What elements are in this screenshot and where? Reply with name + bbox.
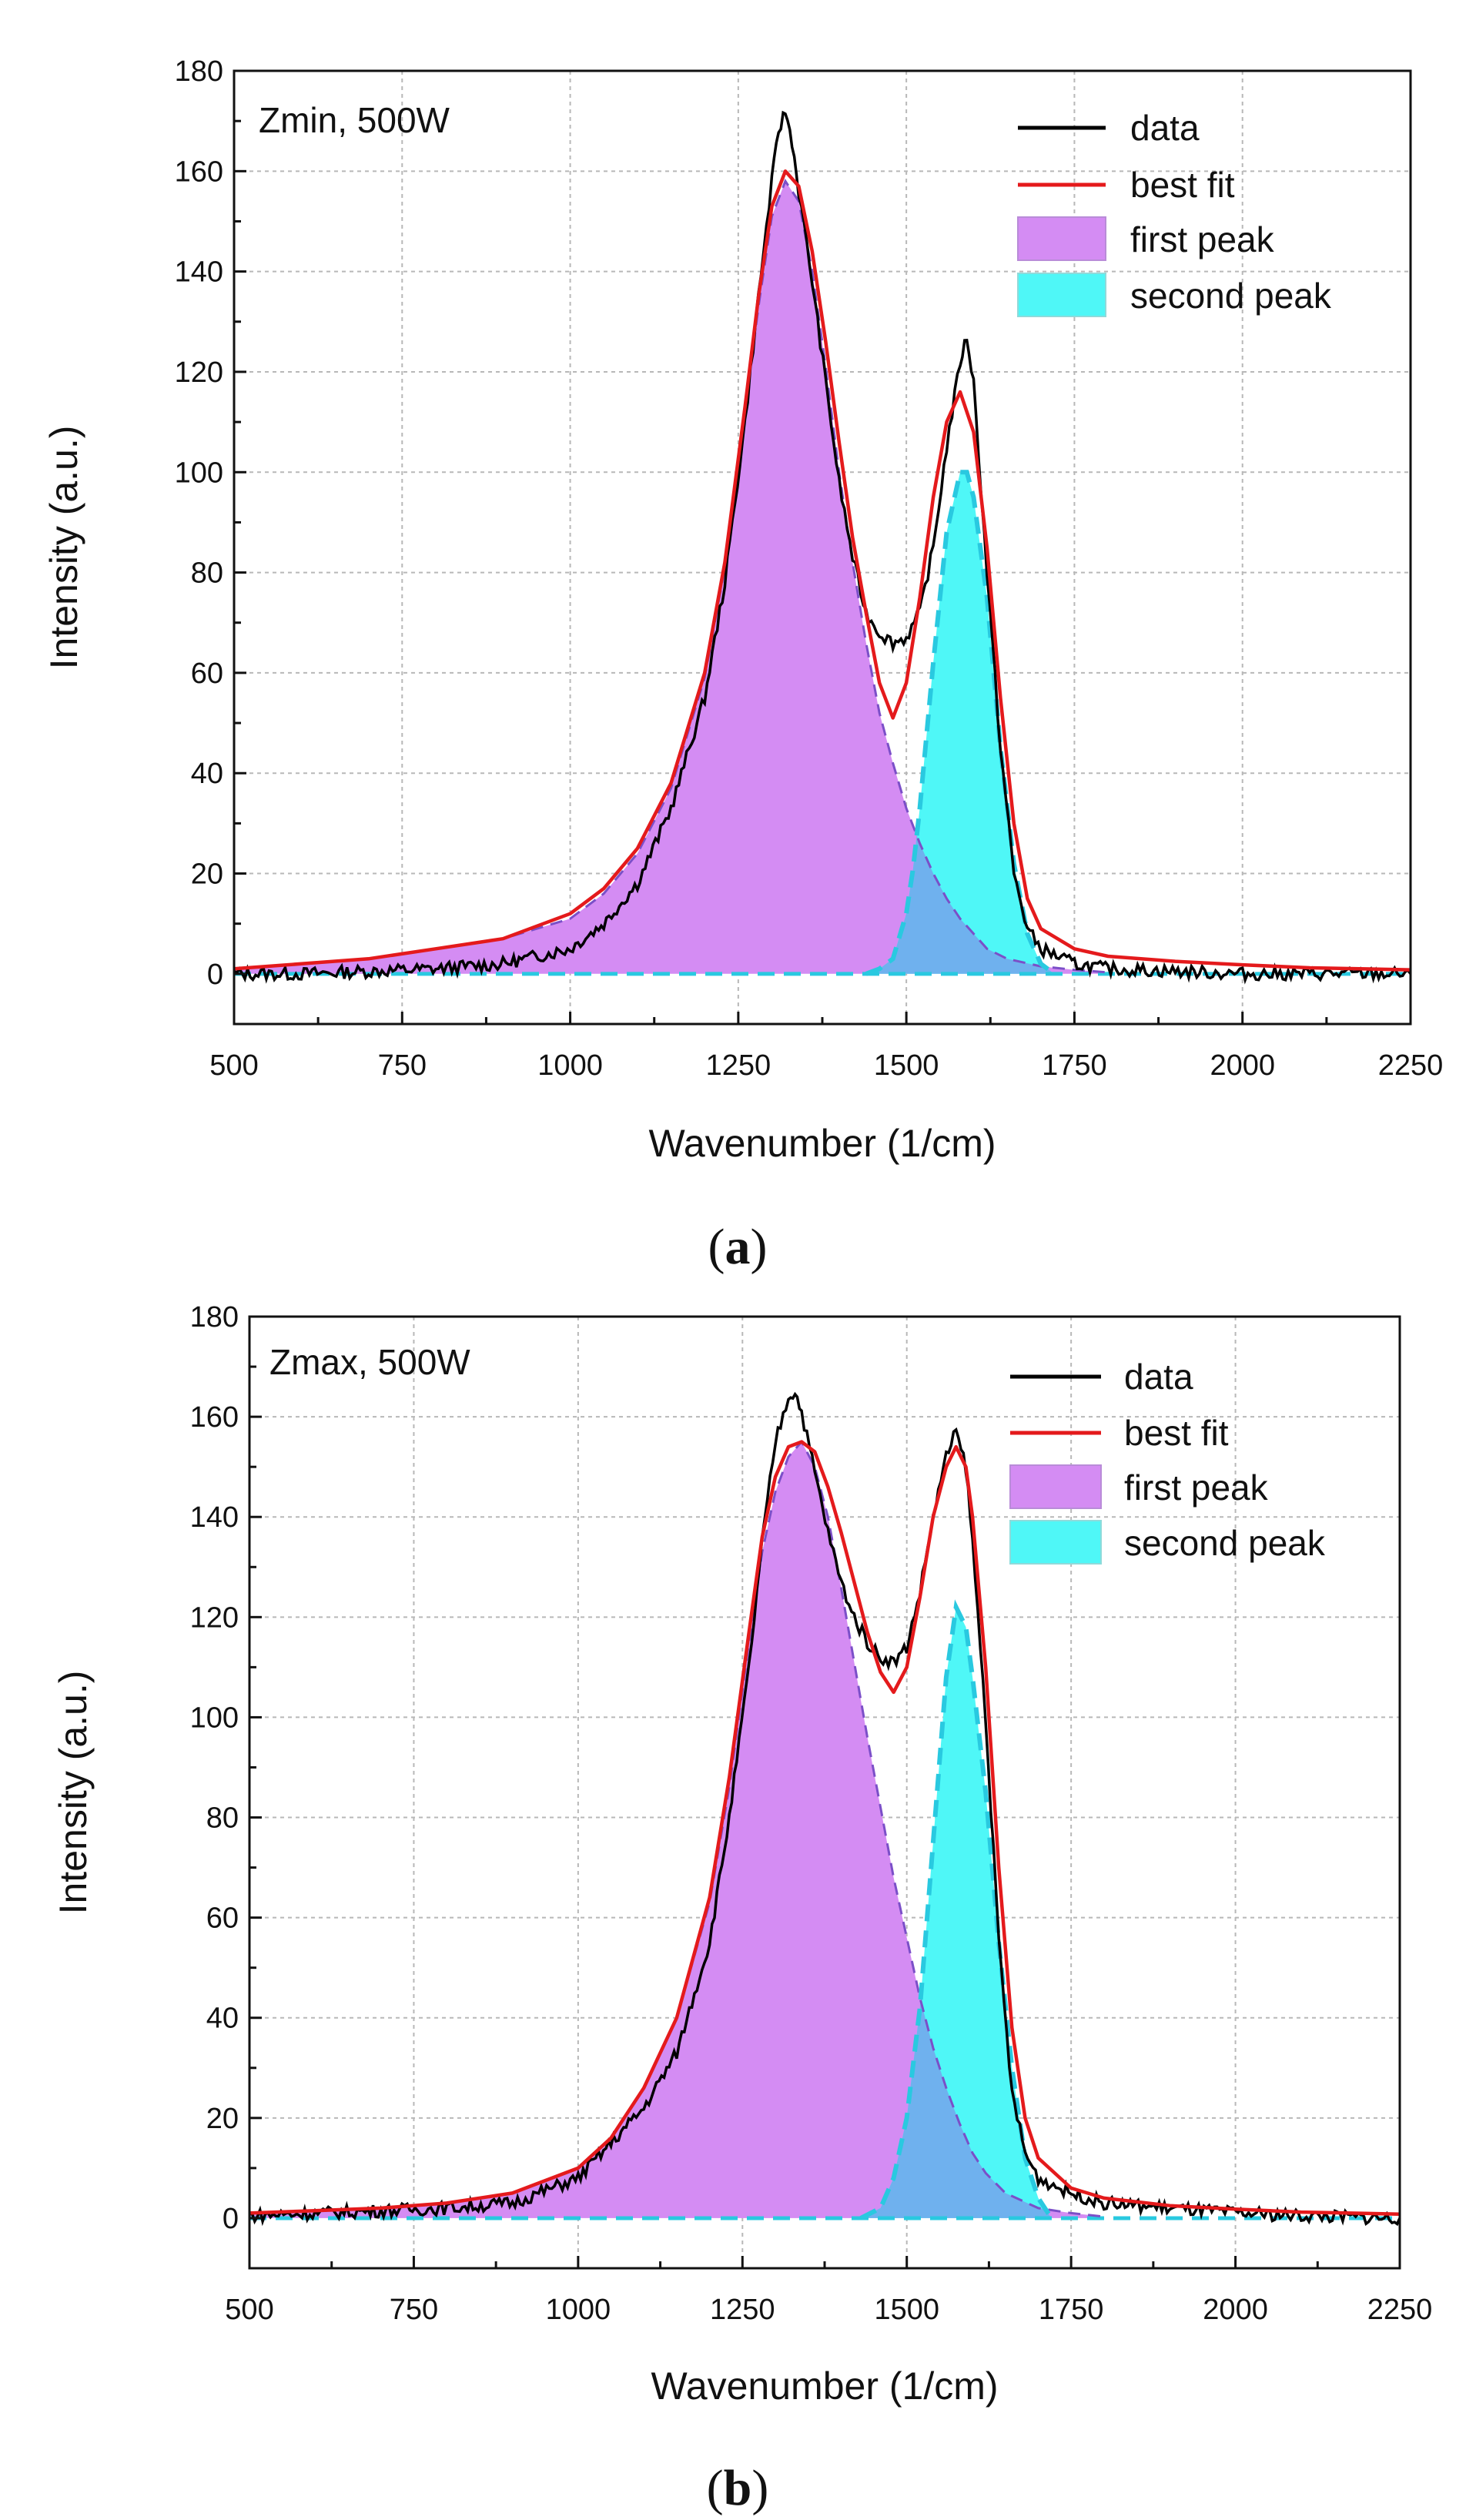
y-tick-label-a: 0 [207, 959, 223, 991]
x-tick-label-a: 1250 [706, 1049, 771, 1082]
panel-label-a-letter: a [725, 1219, 751, 1275]
panel-label-a: (a) [708, 1219, 768, 1275]
y-tick-label-b: 80 [206, 1802, 239, 1835]
y-axis-title-b: Intensity (a.u.) [52, 1671, 95, 1915]
y-tick-label-a: 80 [191, 557, 223, 590]
y-tick-label-b: 140 [190, 1501, 239, 1534]
y-tick-label-b: 20 [206, 2103, 239, 2135]
second-peak-line-b [859, 1599, 1054, 2220]
first-peak-area-a [234, 181, 1109, 974]
x-tick-label-a: 500 [209, 1049, 258, 1082]
y-tick-label-b: 100 [190, 1702, 239, 1734]
annotation-a: Zmin, 500W [259, 100, 450, 140]
best-fit-line-a [233, 169, 1411, 972]
y-tick-label-a: 180 [175, 55, 223, 88]
y-tick-label-b: 120 [190, 1601, 239, 1634]
y-tick-label-b: 60 [206, 1903, 239, 1935]
panel-label-b-open: ( [707, 2460, 724, 2516]
y-tick-label-a: 120 [175, 356, 223, 389]
y-tick-label-a: 60 [191, 658, 223, 690]
panel-label-a-close: ) [751, 1219, 768, 1275]
panel-label-a-open: ( [708, 1219, 725, 1275]
x-tick-label-b: 500 [225, 2294, 273, 2326]
legend-label-data-b: data [1124, 1357, 1193, 1397]
chart-panel-b: 500 750 1000 1250 1500 1750 2000 2250 0 20 40 60 80 1… [52, 1301, 1432, 2516]
x-tick-label-b: 1000 [546, 2294, 611, 2326]
x-axis-title-a: Wavenumber (1/cm) [648, 1122, 996, 1165]
legend-label-second-peak-a: second peak [1130, 276, 1332, 316]
x-tick-label-a: 1000 [537, 1049, 603, 1082]
series-lines-b [249, 1391, 1401, 2227]
legend-label-first-peak-a: first peak [1130, 219, 1275, 259]
panel-label-b-letter: b [724, 2460, 752, 2516]
legend-swatch-second-peak-a [1017, 273, 1106, 317]
series-lines-a [233, 110, 1412, 985]
second-peak-area-a [865, 472, 1055, 974]
x-tick-label-b: 1750 [1039, 2294, 1104, 2326]
y-tick-label-b: 40 [206, 2003, 239, 2035]
axis-ticks-a: 500 750 1000 1250 1500 1750 2000 2250 0 20 40 60 80 1… [175, 55, 1444, 1082]
second-peak-area-b [861, 1607, 1052, 2218]
x-tick-label-b: 2250 [1367, 2294, 1433, 2326]
axis-ticks-b: 500 750 1000 1250 1500 1750 2000 2250 0 20 40 60 80 1… [190, 1301, 1433, 2326]
legend-label-fit-b: best fit [1124, 1413, 1229, 1453]
y-tick-label-a: 40 [191, 758, 223, 790]
legend-label-data-a: data [1130, 108, 1200, 148]
x-tick-label-b: 750 [390, 2294, 438, 2326]
x-tick-label-a: 1750 [1042, 1049, 1107, 1082]
x-tick-label-a: 2250 [1378, 1049, 1444, 1082]
panel-label-b-close: ) [751, 2460, 768, 2516]
peak-fills-b [249, 1441, 1104, 2218]
y-tick-label-a: 20 [191, 858, 223, 891]
legend-swatch-first-peak-b [1009, 1464, 1102, 1509]
y-tick-label-a: 100 [175, 457, 223, 489]
y-tick-label-b: 0 [223, 2203, 239, 2235]
x-tick-label-b: 1500 [874, 2294, 939, 2326]
first-peak-area-b [249, 1441, 1104, 2218]
legend-a: data best fit first peak second peak [1017, 108, 1332, 317]
y-tick-label-a: 160 [175, 156, 223, 188]
chart-panel-a: 500 750 1000 1250 1500 1750 2000 2250 0 20 40 60 80 1… [42, 55, 1443, 1275]
legend-label-second-peak-b: second peak [1124, 1523, 1326, 1563]
best-fit-line-b [249, 1440, 1401, 2216]
y-axis-title-a: Intensity (a.u.) [42, 426, 85, 670]
x-tick-label-a: 1500 [874, 1049, 939, 1082]
y-tick-label-a: 140 [175, 256, 223, 289]
x-tick-label-b: 2000 [1203, 2294, 1268, 2326]
legend-b: data best fit first peak second peak [1009, 1357, 1326, 1565]
y-tick-label-b: 160 [190, 1401, 239, 1434]
y-tick-label-b: 180 [190, 1301, 239, 1334]
panel-label-b: (b) [707, 2460, 769, 2516]
x-tick-label-a: 2000 [1210, 1049, 1275, 1082]
x-axis-title-b: Wavenumber (1/cm) [651, 2364, 998, 2408]
annotation-b: Zmax, 500W [269, 1342, 470, 1382]
x-tick-label-b: 1250 [710, 2294, 775, 2326]
legend-label-fit-a: best fit [1130, 165, 1235, 205]
legend-swatch-first-peak-a [1017, 216, 1106, 261]
first-peak-line-b [249, 1439, 1104, 2218]
data-line-a [233, 110, 1412, 985]
x-tick-label-a: 750 [378, 1049, 427, 1082]
peak-fills-a [234, 181, 1109, 974]
legend-swatch-second-peak-b [1009, 1520, 1102, 1565]
legend-label-first-peak-b: first peak [1124, 1467, 1269, 1508]
